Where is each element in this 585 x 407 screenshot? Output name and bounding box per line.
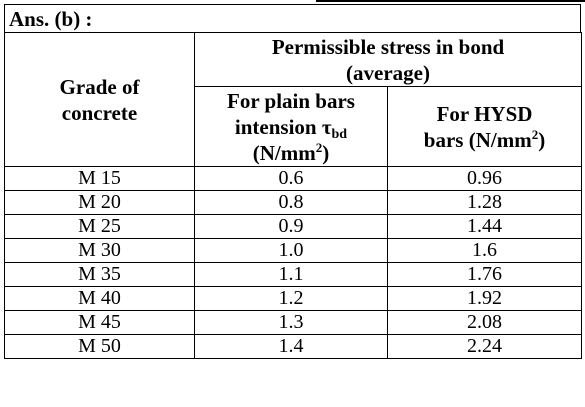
- header-grade-line1: Grade of: [59, 74, 140, 99]
- header-hysd-line2: bars (N/mm2): [424, 128, 545, 152]
- hysd-value-cell: 1.6: [386, 238, 583, 263]
- table-row: M 15 0.6 0.96: [4, 166, 583, 191]
- header-plain-line1: For plain bars: [227, 88, 355, 113]
- header-plain-unit: (N/mm: [252, 140, 316, 165]
- top-rule: [316, 0, 585, 2]
- answer-label: Ans. (b) :: [4, 4, 581, 32]
- plain-value-cell: 0.6: [194, 166, 388, 191]
- header-plain-line2: intension τbd: [234, 114, 348, 142]
- hysd-value-cell: 1.28: [386, 190, 583, 215]
- header-hysd-bars: For HYSD bars (N/mm2): [386, 86, 583, 167]
- grade-cell: M 40: [4, 286, 195, 311]
- header-hysd-unit-close: ): [538, 127, 546, 152]
- table-row: M 35 1.1 1.76: [4, 262, 583, 287]
- header-hysd-superscript: 2: [531, 126, 539, 142]
- table-row: M 25 0.9 1.44: [4, 214, 583, 239]
- header-plain-superscript: 2: [315, 139, 323, 155]
- header-grade: Grade of concrete: [4, 32, 195, 167]
- hysd-value-cell: 2.24: [386, 334, 583, 359]
- grade-cell: M 35: [4, 262, 195, 287]
- hysd-value-cell: 2.08: [386, 310, 583, 335]
- plain-value-cell: 1.2: [194, 286, 388, 311]
- header-plain-line2-text: intension τ: [234, 114, 332, 139]
- grade-cell: M 20: [4, 190, 195, 215]
- hysd-value-cell: 0.96: [386, 166, 583, 191]
- header-permissible-line1: Permissible stress in bond: [271, 34, 505, 59]
- table-row: M 40 1.2 1.92: [4, 286, 583, 311]
- plain-value-cell: 0.8: [194, 190, 388, 215]
- table-row: M 30 1.0 1.6: [4, 238, 583, 263]
- hysd-value-cell: 1.44: [386, 214, 583, 239]
- header-grade-line2: concrete: [61, 100, 138, 125]
- plain-value-cell: 1.4: [194, 334, 388, 359]
- table-row: M 20 0.8 1.28: [4, 190, 583, 215]
- table-row: M 45 1.3 2.08: [4, 310, 583, 335]
- bond-stress-table: Grade of concrete Permissible stress in …: [4, 32, 583, 359]
- header-permissible-stress: Permissible stress in bond (average): [193, 32, 583, 87]
- plain-value-cell: 0.9: [194, 214, 388, 239]
- header-plain-unit-close: ): [322, 140, 330, 165]
- grade-cell: M 30: [4, 238, 195, 263]
- grade-cell: M 45: [4, 310, 195, 335]
- plain-value-cell: 1.3: [194, 310, 388, 335]
- header-plain-subscript: bd: [331, 126, 348, 142]
- answer-section: Ans. (b) : Grade of concrete Permissible…: [4, 4, 583, 359]
- header-plain-bars: For plain bars intension τbd (N/mm2): [194, 86, 388, 167]
- table-row: M 50 1.4 2.24: [4, 334, 583, 359]
- header-hysd-line1: For HYSD: [436, 101, 533, 126]
- plain-value-cell: 1.0: [194, 238, 388, 263]
- grade-cell: M 25: [4, 214, 195, 239]
- header-hysd-unit: bars (N/mm: [423, 127, 532, 152]
- header-permissible-line2: (average): [346, 60, 430, 85]
- grade-cell: M 50: [4, 334, 195, 359]
- header-plain-line3: (N/mm2): [253, 141, 329, 165]
- hysd-value-cell: 1.92: [386, 286, 583, 311]
- grade-cell: M 15: [4, 166, 195, 191]
- plain-value-cell: 1.1: [194, 262, 388, 287]
- hysd-value-cell: 1.76: [386, 262, 583, 287]
